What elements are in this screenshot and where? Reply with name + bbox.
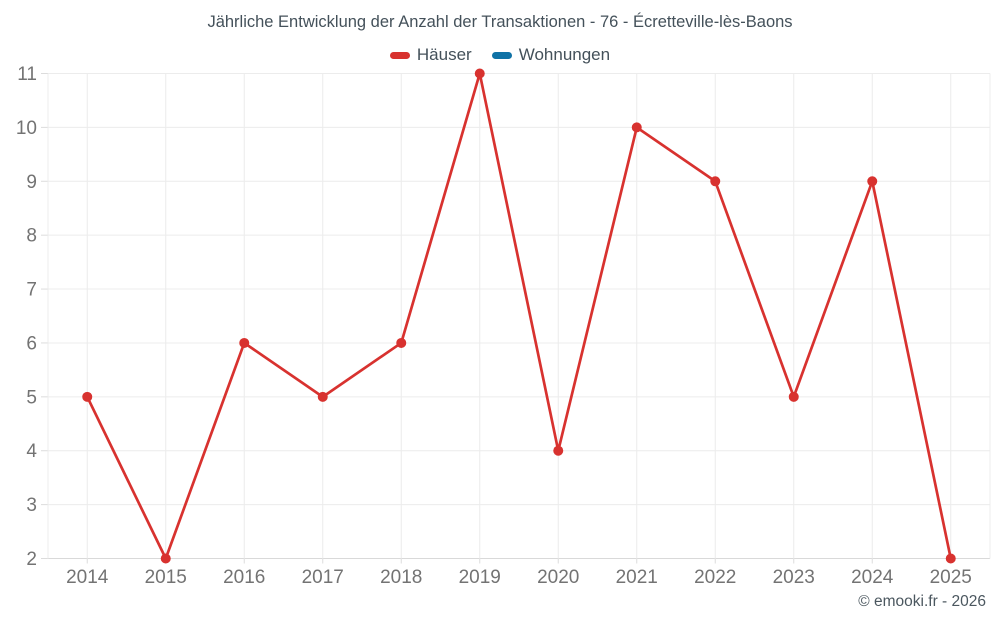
x-tick-label: 2020: [537, 567, 579, 588]
legend-label-wohnungen: Wohnungen: [518, 45, 611, 64]
legend-item-haeuser[interactable]: Häuser: [389, 45, 472, 65]
x-tick-label: 2016: [223, 567, 265, 588]
data-point-marker[interactable]: [474, 68, 485, 79]
y-tick-label: 2: [26, 549, 37, 570]
x-tick-label: 2021: [616, 567, 658, 588]
y-tick-label: 3: [26, 495, 37, 516]
legend-swatch-haeuser-icon: [389, 51, 410, 59]
legend-swatch-wohnungen-icon: [491, 51, 512, 59]
data-point-marker[interactable]: [396, 337, 407, 348]
y-tick-label: 7: [26, 280, 37, 301]
x-tick-label: 2019: [459, 567, 501, 588]
series-line: [85, 72, 953, 560]
x-tick-label: 2018: [380, 567, 422, 588]
data-point-marker[interactable]: [553, 445, 564, 456]
data-point-marker[interactable]: [160, 553, 171, 564]
data-point-marker[interactable]: [317, 391, 328, 402]
chart-title: Jährliche Entwicklung der Anzahl der Tra…: [207, 13, 793, 31]
y-tick-label: 6: [26, 333, 37, 354]
y-tick-label: 8: [26, 226, 37, 247]
data-point-marker[interactable]: [82, 391, 93, 402]
x-tick-label: 2017: [302, 567, 344, 588]
data-point-marker[interactable]: [239, 337, 250, 348]
x-tick-label: 2015: [145, 567, 187, 588]
data-point-marker[interactable]: [945, 553, 956, 564]
y-tick-label: 11: [17, 64, 37, 85]
y-tick-label: 9: [26, 172, 37, 193]
legend-label-haeuser: Häuser: [416, 45, 472, 64]
x-tick-label: 2022: [694, 567, 736, 588]
chart-legend: Häuser Wohnungen: [0, 45, 1000, 65]
y-tick-label: 4: [26, 441, 37, 462]
x-tick-label: 2023: [773, 567, 815, 588]
data-point-marker[interactable]: [788, 391, 799, 402]
legend-item-wohnungen[interactable]: Wohnungen: [491, 45, 611, 65]
copyright-text: © emooki.fr - 2026: [858, 593, 986, 610]
x-tick-label: 2024: [851, 567, 894, 588]
data-point-marker[interactable]: [710, 176, 721, 187]
x-tick-label: 2014: [66, 567, 109, 588]
data-point-marker[interactable]: [631, 122, 642, 133]
y-tick-label: 10: [16, 118, 37, 139]
x-tick-label: 2025: [930, 567, 972, 588]
data-point-marker[interactable]: [867, 176, 878, 187]
y-tick-label: 5: [26, 387, 37, 408]
